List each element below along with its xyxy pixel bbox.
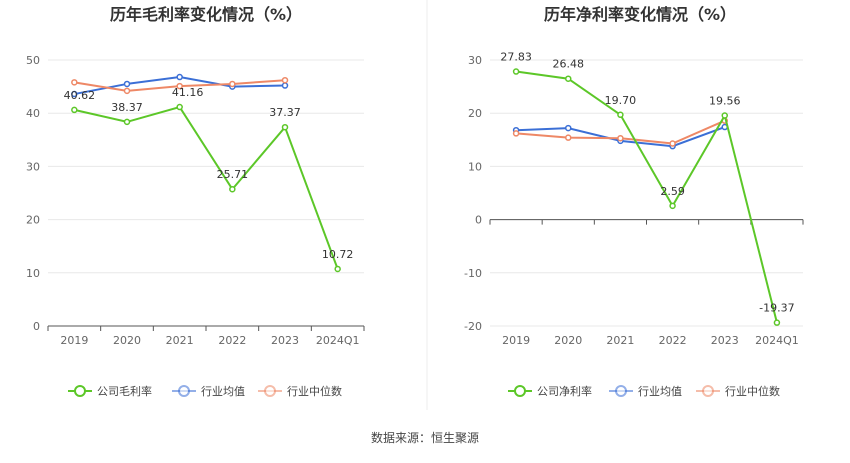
data-point xyxy=(565,134,572,141)
y-tick-label: 10 xyxy=(26,267,40,280)
data-label: 2.59 xyxy=(660,185,685,198)
data-point xyxy=(281,76,289,84)
data-label: 19.70 xyxy=(605,94,637,107)
x-tick-label: 2023 xyxy=(711,334,739,347)
data-point xyxy=(334,265,341,273)
x-tick-label: 2024Q1 xyxy=(755,334,799,347)
data-label: 38.37 xyxy=(111,101,143,114)
y-tick-label: 30 xyxy=(26,160,40,173)
data-point xyxy=(176,73,183,81)
y-tick-label: 50 xyxy=(26,54,40,67)
legend-marker xyxy=(178,385,190,397)
data-point xyxy=(281,123,289,131)
y-tick-label: 20 xyxy=(468,107,482,120)
series-line xyxy=(74,105,339,270)
gross-margin-chart: 历年毛利率变化情况（%） 0 10 20 30 40 50 2019 2020 2021 2022… xyxy=(26,5,365,398)
legend-marker xyxy=(514,385,526,397)
data-point xyxy=(565,75,572,82)
legend-marker xyxy=(702,385,714,397)
x-tick-label: 2023 xyxy=(271,334,299,347)
chart-title-gross-margin: 历年毛利率变化情况（%） xyxy=(110,5,302,24)
data-point xyxy=(229,185,236,193)
x-tick-label: 2021 xyxy=(166,334,194,347)
legend-label: 行业中位数 xyxy=(287,384,342,398)
data-label: -19.37 xyxy=(759,302,794,315)
x-tick-label: 2019 xyxy=(60,334,88,347)
y-tick-label: 0 xyxy=(475,214,482,227)
data-point xyxy=(123,80,131,88)
x-tick-label: 2020 xyxy=(554,334,582,347)
x-tick-label: 2020 xyxy=(113,334,141,347)
data-label: 26.48 xyxy=(553,58,585,71)
x-tick-label: 2022 xyxy=(218,334,246,347)
data-label: 27.83 xyxy=(500,51,532,64)
y-tick-label: 30 xyxy=(468,54,482,67)
data-point xyxy=(176,103,183,111)
data-point xyxy=(229,80,236,88)
legend-label: 公司毛利率 xyxy=(97,384,152,398)
data-point xyxy=(565,124,572,132)
series-line xyxy=(515,70,778,323)
legend-marker xyxy=(264,385,276,397)
y-tick-label: 20 xyxy=(26,214,40,227)
data-label: 19.56 xyxy=(709,95,741,108)
legend-marker xyxy=(615,385,627,397)
data-point xyxy=(669,202,676,210)
data-point xyxy=(773,319,781,326)
data-point xyxy=(71,106,78,114)
source-note: 数据来源：恒生聚源 xyxy=(371,430,479,445)
data-point xyxy=(512,130,520,137)
data-point xyxy=(721,112,728,119)
data-label: 37.37 xyxy=(269,106,301,119)
net-margin-chart: 历年净利率变化情况（%） -20 -10 0 10 20 30 2019 2020 2021 20… xyxy=(464,5,804,398)
legend-label: 行业均值 xyxy=(201,385,245,398)
data-label: 41.16 xyxy=(172,86,204,99)
data-point xyxy=(281,82,289,89)
legend-label: 行业中位数 xyxy=(725,384,780,398)
y-tick-label: 40 xyxy=(26,107,40,120)
x-tick-label: 2019 xyxy=(502,334,530,347)
data-label: 40.62 xyxy=(64,89,96,102)
x-tick-label: 2024Q1 xyxy=(316,334,360,347)
legend-marker xyxy=(74,385,86,397)
data-point xyxy=(512,68,520,75)
y-tick-label: -20 xyxy=(464,320,482,333)
y-tick-label: -10 xyxy=(464,267,482,280)
legend-label: 公司净利率 xyxy=(537,384,592,398)
data-point xyxy=(176,82,183,90)
data-point xyxy=(617,111,624,119)
y-tick-label: 0 xyxy=(33,320,40,333)
data-label: 10.72 xyxy=(322,248,354,261)
data-point xyxy=(71,90,78,98)
chart-title-net-margin: 历年净利率变化情况（%） xyxy=(544,5,736,24)
data-point xyxy=(669,140,676,147)
data-point xyxy=(71,79,78,86)
data-label: 25.71 xyxy=(217,168,249,181)
x-tick-label: 2021 xyxy=(606,334,634,347)
data-point xyxy=(123,118,131,126)
data-point xyxy=(617,134,624,142)
y-tick-label: 10 xyxy=(468,160,482,173)
x-tick-label: 2022 xyxy=(659,334,687,347)
legend-label: 行业均值 xyxy=(638,385,682,398)
data-point xyxy=(123,87,131,95)
